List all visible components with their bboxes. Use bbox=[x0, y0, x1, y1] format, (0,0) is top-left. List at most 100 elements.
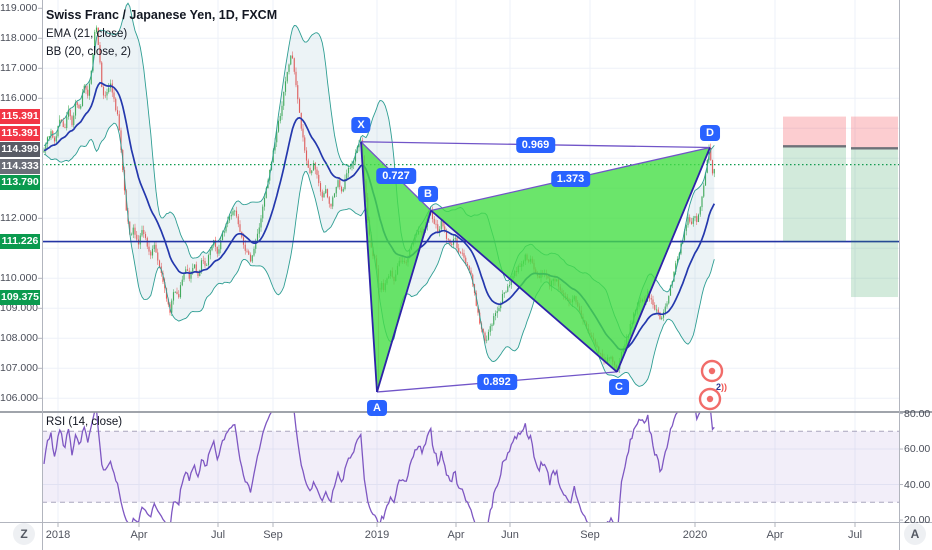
pattern-point-label-B[interactable]: B bbox=[418, 185, 438, 202]
candle-body bbox=[675, 263, 677, 272]
position-profit-zone[interactable] bbox=[851, 148, 898, 298]
candle-body bbox=[193, 264, 196, 268]
candle-body bbox=[664, 306, 666, 313]
idea-marker[interactable] bbox=[698, 387, 722, 411]
candle-body bbox=[276, 131, 278, 143]
pattern-point-label-X[interactable]: X bbox=[351, 116, 371, 133]
price-label-111.226: 111.226 bbox=[0, 234, 40, 250]
candle-body bbox=[487, 331, 490, 340]
pattern-ratio-label-0.727[interactable]: 0.727 bbox=[376, 168, 416, 185]
candle-body bbox=[118, 114, 120, 131]
pattern-leg-line[interactable] bbox=[360, 141, 378, 393]
idea-marker-count[interactable]: 2)) bbox=[716, 382, 727, 392]
autoscale-badge[interactable]: A bbox=[904, 523, 926, 545]
candle-body bbox=[134, 227, 136, 235]
candle-body bbox=[136, 234, 138, 240]
short-position-tool-2[interactable] bbox=[851, 116, 898, 298]
candle-body bbox=[209, 250, 211, 256]
candle-body bbox=[253, 248, 255, 256]
candle-body bbox=[510, 278, 512, 286]
candle-body bbox=[230, 214, 232, 217]
candle-body bbox=[466, 264, 469, 266]
candle-body bbox=[248, 251, 250, 255]
candle-body bbox=[437, 224, 439, 233]
candle-body bbox=[484, 332, 486, 341]
candle-body bbox=[330, 203, 332, 207]
candle-body bbox=[326, 189, 329, 198]
candle-body bbox=[482, 328, 484, 333]
candle-body bbox=[85, 85, 87, 90]
short-position-tool-1[interactable] bbox=[783, 116, 846, 242]
candle-body bbox=[200, 260, 203, 271]
candle-body bbox=[340, 186, 343, 192]
candle-body bbox=[130, 234, 133, 236]
candle-body bbox=[108, 87, 110, 93]
candle-body bbox=[244, 244, 246, 251]
candle-body bbox=[652, 299, 654, 306]
pattern-point-label-C[interactable]: C bbox=[609, 378, 629, 395]
candle-body bbox=[185, 269, 187, 274]
pattern-triangle[interactable] bbox=[361, 141, 431, 392]
candle-body bbox=[491, 324, 493, 327]
candle-body bbox=[188, 270, 190, 279]
candle-body bbox=[80, 105, 82, 109]
candle-body bbox=[358, 144, 360, 148]
candle-body bbox=[158, 260, 161, 267]
candle-body bbox=[683, 231, 686, 241]
candle-body bbox=[505, 291, 507, 293]
candle-body bbox=[344, 178, 346, 190]
candle-body bbox=[451, 243, 453, 245]
timezone-badge[interactable]: Z bbox=[13, 523, 35, 545]
time-label-Apr: Apr bbox=[130, 529, 148, 541]
candle-body bbox=[325, 189, 327, 194]
idea-count: 2 bbox=[716, 382, 722, 392]
candle-body bbox=[507, 286, 509, 292]
pattern-leg-line[interactable] bbox=[616, 147, 711, 373]
candle-body bbox=[442, 220, 444, 227]
candle-body bbox=[297, 85, 299, 100]
idea-marker[interactable] bbox=[700, 359, 724, 383]
candle-body bbox=[204, 260, 206, 266]
candle-body bbox=[141, 230, 143, 236]
candle-body bbox=[685, 225, 687, 232]
price-tick-label: 118.000 bbox=[0, 32, 38, 45]
candle-body bbox=[687, 217, 689, 226]
candle-body bbox=[115, 98, 117, 111]
price-label-114.399: 114.399 bbox=[0, 142, 40, 158]
candle-body bbox=[304, 137, 306, 151]
candle-body bbox=[111, 83, 113, 93]
position-stop-zone[interactable] bbox=[851, 116, 898, 149]
candle-body bbox=[260, 218, 262, 228]
pattern-ratio-label-1.373[interactable]: 1.373 bbox=[550, 171, 591, 187]
pattern-ratio-label-0.969[interactable]: 0.969 bbox=[515, 136, 556, 153]
candle-body bbox=[62, 121, 64, 128]
price-tick-label: 106.000 bbox=[0, 392, 38, 405]
candle-body bbox=[67, 110, 70, 117]
candle-body bbox=[281, 105, 283, 117]
pattern-ratio-label-0.892[interactable]: 0.892 bbox=[477, 373, 517, 390]
price-tick-label: 119.000 bbox=[0, 2, 38, 15]
time-label-2020: 2020 bbox=[682, 529, 708, 541]
candle-body bbox=[475, 293, 477, 306]
price-tick-label: 112.000 bbox=[0, 212, 38, 225]
candle-body bbox=[342, 189, 344, 192]
price-tick-label: 108.000 bbox=[0, 332, 38, 345]
candle-body bbox=[172, 292, 175, 301]
price-tick-label: 110.000 bbox=[0, 272, 38, 285]
price-tick-label: 107.000 bbox=[0, 362, 38, 375]
price-label-113.790: 113.790 bbox=[0, 175, 40, 191]
pattern-leg-line[interactable] bbox=[376, 210, 432, 393]
position-profit-zone[interactable] bbox=[783, 146, 846, 242]
candle-body bbox=[314, 163, 316, 170]
pattern-point-label-A[interactable]: A bbox=[367, 400, 387, 416]
candle-body bbox=[286, 71, 288, 82]
candle-body bbox=[309, 167, 311, 174]
candle-body bbox=[69, 110, 71, 117]
candle-body bbox=[234, 210, 236, 212]
pattern-leg-line[interactable] bbox=[430, 209, 618, 373]
pattern-point-label-D[interactable]: D bbox=[700, 124, 720, 141]
time-label-Jun: Jun bbox=[501, 529, 519, 541]
position-stop-zone[interactable] bbox=[783, 116, 846, 147]
candle-body bbox=[220, 240, 222, 250]
